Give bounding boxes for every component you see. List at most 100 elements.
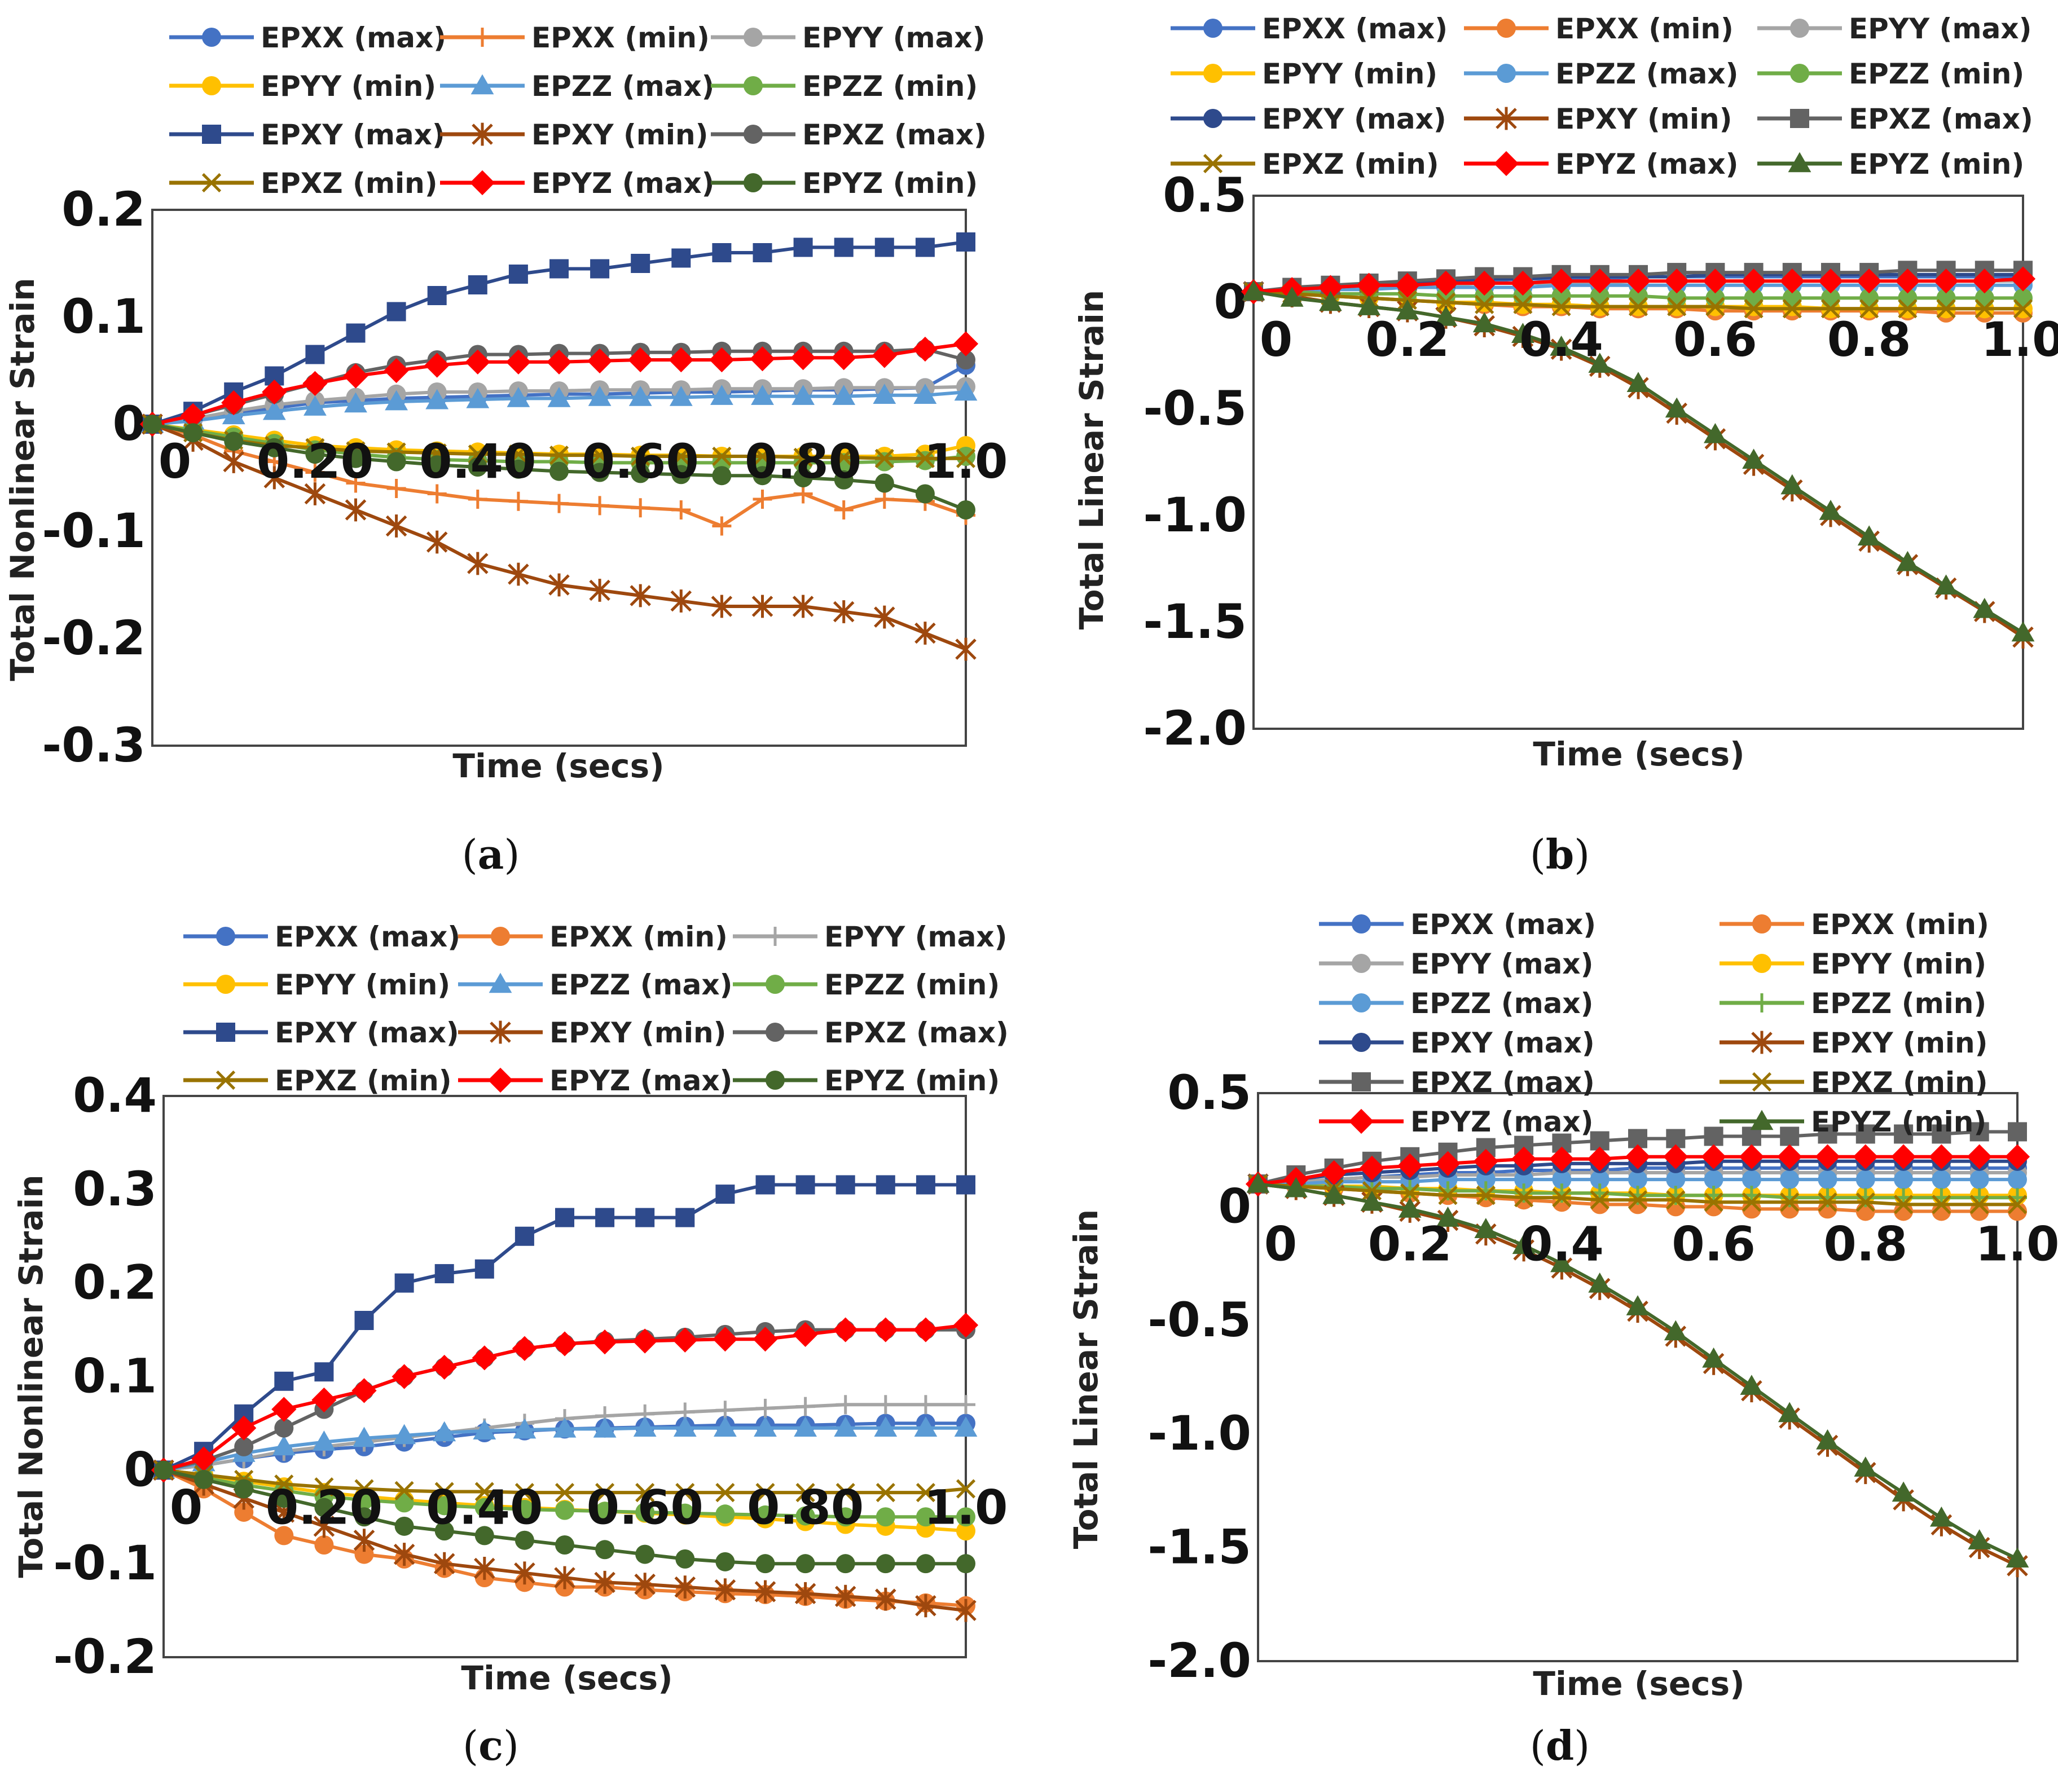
data-point <box>427 484 447 504</box>
data-point <box>554 1566 575 1590</box>
data-point <box>1587 268 1612 294</box>
data-point <box>549 494 569 513</box>
data-point <box>2004 1144 2030 1169</box>
data-point <box>671 500 691 519</box>
data-point <box>514 1530 534 1550</box>
y-tick-label: 0.3 <box>73 1161 157 1217</box>
data-point <box>672 1327 698 1353</box>
data-point <box>394 1481 414 1500</box>
data-point <box>874 605 895 629</box>
data-point <box>1898 299 1918 319</box>
legend-marker <box>469 170 495 196</box>
data-point <box>669 386 693 406</box>
data-point <box>354 1479 374 1499</box>
data-point <box>1588 353 1612 373</box>
legend-marker <box>1203 109 1223 128</box>
data-point <box>274 1526 294 1546</box>
data-point <box>833 1317 858 1342</box>
data-point <box>1701 1144 1726 1169</box>
data-point <box>1930 1506 1953 1527</box>
data-point <box>1818 268 1844 294</box>
data-point <box>1359 1155 1384 1181</box>
legend-label: EPXX (min) <box>549 921 728 953</box>
data-point <box>1398 1197 1422 1218</box>
data-point <box>427 455 447 475</box>
data-point <box>1894 1201 1914 1221</box>
data-point <box>674 1575 696 1599</box>
data-point <box>1626 1295 1650 1315</box>
legend-marker <box>1752 954 1771 973</box>
data-point <box>1853 1144 1878 1169</box>
data-point <box>590 496 610 516</box>
panel-caption: (d) <box>1530 1721 1590 1769</box>
data-point <box>507 387 530 407</box>
data-point <box>632 1328 658 1354</box>
data-point <box>755 1398 775 1418</box>
legend-label: EPYY (min) <box>1262 58 1437 90</box>
data-point <box>472 1345 497 1371</box>
data-point <box>913 384 937 404</box>
data-point <box>793 1322 818 1347</box>
data-point <box>1321 1160 1347 1186</box>
data-point <box>712 516 732 536</box>
data-point <box>673 1416 697 1437</box>
x-tick-label: 0.80 <box>747 1480 864 1535</box>
data-point <box>956 1507 975 1527</box>
data-point <box>313 1514 335 1538</box>
y-axis-label: Total Linear Strain <box>1067 1209 1105 1549</box>
data-point <box>433 1552 455 1575</box>
data-point <box>589 579 610 602</box>
legend-marker <box>1750 1109 1774 1130</box>
data-point <box>345 498 367 522</box>
legend-label: EPXZ (min) <box>1262 148 1439 180</box>
data-point <box>633 1416 657 1437</box>
data-point <box>555 1483 575 1503</box>
data-point <box>1969 1122 1989 1142</box>
data-point <box>1511 1146 1537 1172</box>
data-point <box>956 500 975 519</box>
data-point <box>1664 268 1690 294</box>
data-point <box>834 470 854 490</box>
legend-label: EPXY (max) <box>261 118 445 151</box>
y-tick-label: -0.2 <box>42 610 146 666</box>
data-point <box>587 348 613 373</box>
legend-label: EPYZ (min) <box>802 167 978 200</box>
data-point <box>835 1175 855 1195</box>
data-point <box>1818 1192 1837 1212</box>
data-point <box>628 347 653 373</box>
data-point <box>755 1505 775 1525</box>
data-point <box>305 463 325 482</box>
data-point <box>916 1175 935 1195</box>
data-point <box>669 347 694 373</box>
data-point <box>305 444 325 464</box>
data-point <box>434 1521 454 1541</box>
data-point <box>2008 1201 2027 1221</box>
x-tick-label: 0.40 <box>419 434 536 489</box>
data-point <box>1855 1192 1875 1212</box>
data-point <box>834 447 854 467</box>
data-point <box>262 379 287 405</box>
data-point <box>916 1483 935 1503</box>
data-point <box>595 1502 615 1521</box>
data-point <box>2013 299 2033 319</box>
data-point <box>274 1371 294 1391</box>
data-point <box>154 1460 173 1480</box>
y-tick-label: 0 <box>113 396 146 451</box>
data-point <box>392 1364 417 1389</box>
data-point <box>715 1483 735 1503</box>
data-point <box>795 1554 815 1574</box>
y-tick-label: -1.5 <box>1147 1520 1251 1575</box>
data-point <box>710 385 733 405</box>
data-point <box>630 584 651 607</box>
data-point <box>1894 1170 1914 1190</box>
legend-label: EPYZ (min) <box>1849 148 2024 180</box>
data-point <box>631 464 650 483</box>
data-point <box>434 1482 454 1502</box>
data-point <box>1242 280 1265 301</box>
legend-marker <box>1352 1033 1371 1052</box>
data-point <box>956 232 975 252</box>
data-point <box>750 346 775 372</box>
data-point <box>394 1516 414 1536</box>
data-point <box>872 343 897 368</box>
